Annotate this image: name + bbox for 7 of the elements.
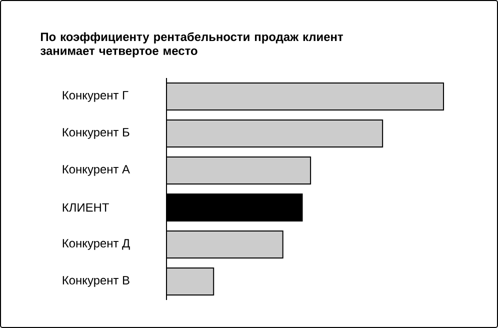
chart-title: По коэффициенту рентабельности продаж клиент занимает четвертое место [40,32,343,58]
y-tick-label: КЛИЕНТ [62,203,109,212]
y-tick-label: Конкурент А [62,165,130,176]
y-tick-label: Конкурент В [62,276,130,287]
y-tick-label: Конкурент Д [62,239,130,250]
y-tick-label: Конкурент Г [62,91,128,102]
y-tick-label: Конкурент Б [62,128,130,139]
